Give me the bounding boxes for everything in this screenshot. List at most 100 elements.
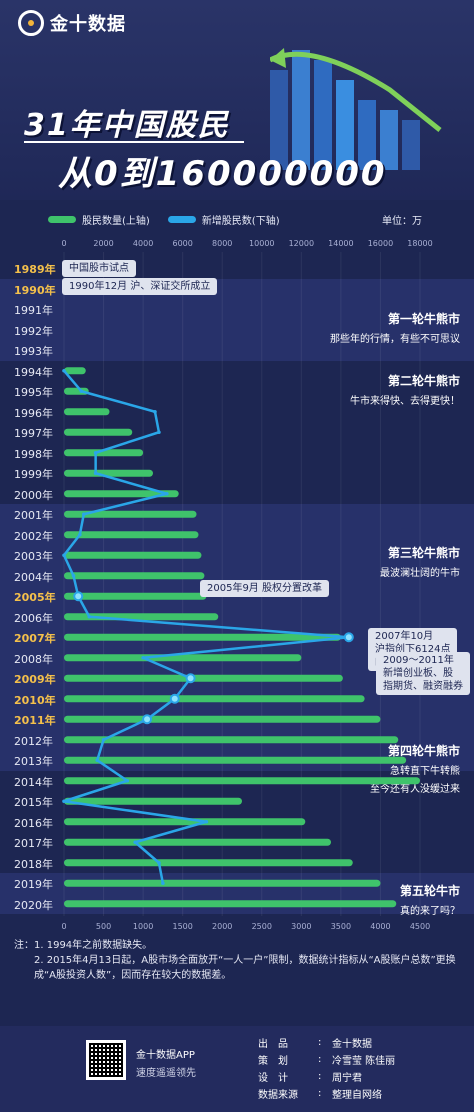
year-label: 2017年 (14, 837, 53, 851)
era-subtitle: 急转直下牛转熊 (390, 766, 460, 777)
era-title: 第一轮牛熊市 (387, 312, 460, 326)
annotation-callout: 1990年12月 沪、深证交所成立 (62, 278, 218, 295)
line-point-2001年 (81, 512, 86, 517)
bottom-tick-label: 500 (96, 922, 111, 931)
era-label: 第三轮牛熊市最波澜壮阔的牛市 (380, 544, 460, 579)
credit-value: 金十数据 (332, 1039, 372, 1050)
title-line-1: 31年中国股民 (24, 108, 230, 143)
year-label: 1996年 (14, 406, 53, 420)
annotation-callout: 2009～2011年 新增创业板、股 指期货、融资融券 (376, 652, 470, 695)
bar-1994年 (64, 367, 86, 375)
year-label: 2019年 (14, 878, 53, 892)
legend-line-label: 新增股民数(下轴) (201, 216, 280, 227)
hero-bars-graphic (270, 48, 442, 170)
year-label: 1998年 (14, 447, 53, 461)
title-line-2: 从0到160000000 (58, 154, 387, 194)
bar-2020年 (64, 900, 397, 908)
line-point-2003年 (62, 553, 66, 558)
year-label: 2004年 (14, 570, 53, 584)
line-point-2007年 (343, 632, 354, 643)
credit-key: 设 计 (258, 1073, 288, 1084)
line-point-2011年 (142, 714, 153, 725)
footnotes: 注：1. 1994年之前数据缺失。 2. 2015年4月13日起，A股市场全面放… (14, 938, 464, 983)
chart-canvas: 0 2000 4000 6000 8000 10000 12000 14000 16000 180… (61, 239, 432, 931)
year-label: 2005年 (14, 591, 56, 605)
annotation-callout: 中国股市试点 (62, 260, 136, 277)
bar-2002年 (64, 531, 199, 539)
annotation-line: 沪指创下6124点 (375, 644, 451, 655)
era-label: 第一轮牛熊市 那些年的行情，有些不可思议 (330, 310, 460, 345)
bar-2001年 (64, 510, 197, 518)
bar-2010年 (64, 695, 365, 703)
bar-1998年 (64, 449, 144, 457)
top-tick-label: 2000 (93, 239, 113, 248)
hero-banner: 金十数据 31年中国股民 从0到160000000 (0, 0, 474, 200)
year-label: 2009年 (14, 673, 56, 687)
year-label: 2015年 (14, 796, 53, 810)
app-name: 金十数据APP (136, 1050, 195, 1061)
brand-logo: 金十数据 (18, 10, 126, 36)
credit-colon: : (318, 1037, 322, 1048)
legend-line-swatch (167, 216, 196, 223)
bar-2018年 (64, 859, 353, 867)
year-label: 2007年 (14, 632, 56, 646)
year-label: 2008年 (14, 652, 53, 666)
era-label: 第二轮牛熊市牛市来得快、去得更快！ (350, 372, 460, 407)
year-label: 1999年 (14, 468, 53, 482)
annotation-line: 中国股市试点 (69, 263, 129, 274)
bar-2015年 (64, 797, 242, 805)
legend-bar: 股民数量(上轴) (48, 212, 150, 227)
line-point-1995年 (79, 389, 84, 394)
bar-2019年 (64, 879, 381, 887)
bar-2011年 (64, 715, 381, 723)
annotation-line: 新增创业板、股 (383, 668, 453, 679)
note-2: 2. 2015年4月13日起，A股市场全面放开“一人一户”限制，数据统计指标从“… (34, 955, 456, 981)
line-point-2013年 (95, 758, 100, 763)
bar-2005年 (64, 592, 207, 600)
line-point-2018年 (157, 860, 161, 865)
line-point-2000年 (165, 491, 169, 496)
bar-1999年 (64, 469, 153, 477)
credits: 出 品: 金十数据策 划: 冷雪莹 陈佳丽设 计: 周宁君 数据来源: 整理自网络 (258, 1034, 395, 1102)
qr-code-icon (86, 1040, 126, 1080)
credit-colon: : (318, 1088, 322, 1099)
year-label: 2020年 (14, 898, 53, 912)
line-point-1996年 (153, 409, 157, 414)
annotation-line: 2009～2011年 (383, 655, 454, 666)
bar-1997年 (64, 428, 133, 436)
era-title: 第二轮牛熊市 (387, 374, 460, 388)
top-tick-label: 16000 (368, 239, 393, 248)
app-slogan: 速度遥遥领先 (136, 1068, 196, 1079)
top-tick-label: 12000 (289, 239, 314, 248)
line-point-2012年 (101, 737, 106, 742)
bar-2014年 (64, 777, 420, 785)
era-title: 第三轮牛熊市 (387, 546, 460, 560)
era-subtitle-2: 至今还有人没缓过来 (370, 784, 460, 795)
era-subtitle: 真的来了吗？ (400, 906, 460, 917)
year-label: 1990年 (14, 283, 56, 297)
line-point-2005年 (73, 591, 84, 602)
top-tick-label: 6000 (172, 239, 192, 248)
year-label: 1995年 (14, 386, 53, 400)
year-label: 2011年 (14, 714, 56, 728)
credit-key: 数据来源 (258, 1090, 298, 1101)
bar-1995年 (64, 387, 89, 395)
bar-1996年 (64, 408, 110, 416)
bar-2016年 (64, 818, 306, 826)
bottom-tick-label: 3500 (331, 922, 351, 931)
credit-value: 整理自网络 (332, 1090, 382, 1101)
line-point-2009年 (185, 673, 196, 684)
footer: 金十数据APP 速度遥遥领先 出 品: 金十数据策 划: 冷雪莹 陈佳丽设 计: 周宁… (0, 1026, 474, 1112)
era-subtitle: 最波澜壮阔的牛市 (380, 568, 460, 579)
top-tick-label: 0 (61, 239, 66, 248)
logo-icon (18, 10, 44, 36)
year-label: 2018年 (14, 857, 53, 871)
era-subtitle: 牛市来得快、去得更快！ (350, 396, 460, 407)
title-underline (24, 141, 244, 143)
bar-2003年 (64, 551, 202, 559)
top-tick-label: 10000 (249, 239, 274, 248)
bottom-tick-label: 2500 (252, 922, 272, 931)
credit-key: 出 品 (258, 1039, 288, 1050)
annotation-line: 2005年9月 股权分置改革 (207, 583, 322, 594)
year-label: 2016年 (14, 816, 53, 830)
